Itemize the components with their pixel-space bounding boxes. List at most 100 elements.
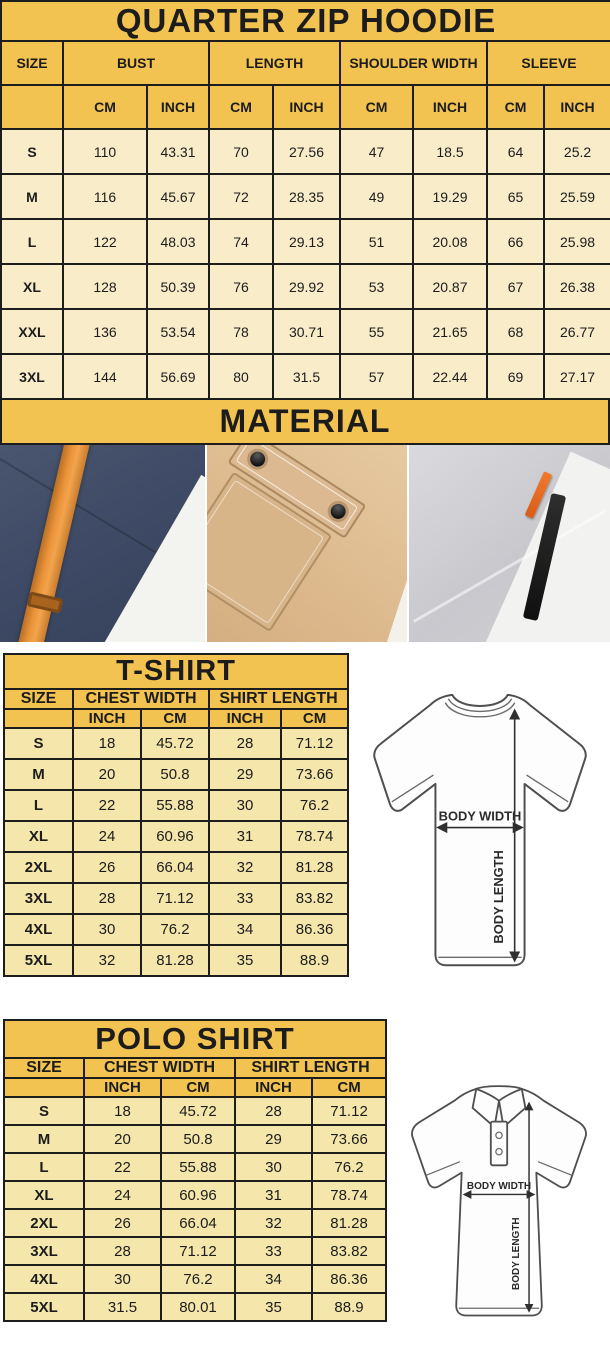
polo-size-row: 5XL 31.5 80.01 35 88.9 xyxy=(3,1292,388,1322)
size-label: M xyxy=(0,173,64,220)
tshirt-outline-drawing: BODY WIDTH BODY LENGTH xyxy=(372,693,587,967)
bust-cm: 136 xyxy=(62,308,148,355)
hoodie-table-title: QUARTER ZIP HOODIE xyxy=(0,0,610,42)
size-label: 4XL xyxy=(3,913,74,946)
size-label: 3XL xyxy=(0,353,64,400)
bust-inch: 48.03 xyxy=(146,218,210,265)
chest-cm: 76.2 xyxy=(160,1264,236,1294)
size-label: 4XL xyxy=(3,1264,85,1294)
bust-inch: 53.54 xyxy=(146,308,210,355)
sleeve-cm: 67 xyxy=(486,263,545,310)
chest-cm: 55.88 xyxy=(160,1152,236,1182)
photo-background-wedge xyxy=(86,474,205,642)
polo-table-title: POLO SHIRT xyxy=(2,1019,388,1059)
length-inch: 30 xyxy=(208,789,282,822)
hoodie-unit-blank xyxy=(0,84,64,130)
chest-inch: 22 xyxy=(72,789,142,822)
collar-rib-line xyxy=(447,698,512,713)
size-label: 2XL xyxy=(3,851,74,884)
hoodie-size-row: M 116 45.67 72 28.35 49 19.29 65 25.59 xyxy=(0,173,610,220)
size-label: XL xyxy=(3,1180,85,1210)
length-inch: 28 xyxy=(234,1096,313,1126)
polo-button xyxy=(494,1131,503,1140)
sleeve-inch: 26.38 xyxy=(542,263,610,310)
length-inch: 34 xyxy=(234,1264,313,1294)
bust-inch: 45.67 xyxy=(146,173,210,220)
length-inch: 31 xyxy=(234,1180,313,1210)
length-inch: 30.71 xyxy=(272,308,341,355)
length-cm: 83.82 xyxy=(279,882,350,915)
hoodie-size-row: 3XL 144 56.69 80 31.5 57 22.44 69 27.17 xyxy=(0,353,610,400)
polo-size-row: XL 24 60.96 31 78.74 xyxy=(3,1180,388,1210)
bust-cm: 122 xyxy=(62,218,148,265)
tshirt-unit-cm: CM xyxy=(279,708,350,729)
body-length-label: BODY LENGTH xyxy=(511,1217,522,1290)
chest-cm: 55.88 xyxy=(140,789,210,822)
tshirt-table-title: T-SHIRT xyxy=(2,653,350,690)
length-cm: 73.66 xyxy=(310,1124,388,1154)
chest-inch: 28 xyxy=(83,1236,162,1266)
tshirt-unit-inch: INCH xyxy=(72,708,142,729)
hoodie-col-shoulder-width: SHOULDER WIDTH xyxy=(339,40,488,86)
material-photo-khaki-pocket xyxy=(207,445,407,642)
length-inch: 28 xyxy=(208,727,282,760)
size-label: S xyxy=(3,727,74,760)
hoodie-size-row: XL 128 50.39 76 29.92 53 20.87 67 26.38 xyxy=(0,263,610,310)
size-label: M xyxy=(3,758,74,791)
hoodie-size-row: L 122 48.03 74 29.13 51 20.08 66 25.98 xyxy=(0,218,610,265)
polo-col-shirt-length: SHIRT LENGTH xyxy=(233,1057,388,1079)
polo-size-row: 4XL 30 76.2 34 86.36 xyxy=(3,1264,388,1294)
length-cm: 76 xyxy=(208,263,274,310)
tshirt-body-outline xyxy=(372,693,587,967)
length-inch: 29 xyxy=(234,1124,313,1154)
size-label: S xyxy=(0,128,64,175)
tshirt-col-shirt-length: SHIRT LENGTH xyxy=(207,688,350,710)
size-label: 5XL xyxy=(3,1292,85,1322)
shoulder-cm: 51 xyxy=(339,218,414,265)
chest-inch: 20 xyxy=(72,758,142,791)
length-inch: 32 xyxy=(208,851,282,884)
hoodie-unit-cm: CM xyxy=(486,84,545,130)
length-inch: 32 xyxy=(234,1208,313,1238)
hoodie-unit-inch: INCH xyxy=(412,84,488,130)
hoodie-size-row: XXL 136 53.54 78 30.71 55 21.65 68 26.77 xyxy=(0,308,610,355)
chest-inch: 32 xyxy=(72,944,142,977)
body-length-label: BODY LENGTH xyxy=(490,850,505,943)
polo-section: POLO SHIRT SIZE CHEST WIDTH SHIRT LENGTH… xyxy=(2,1019,610,1331)
chest-inch: 26 xyxy=(72,851,142,884)
chest-inch: 24 xyxy=(83,1180,162,1210)
size-label: XL xyxy=(3,820,74,853)
length-cm: 74 xyxy=(208,218,274,265)
size-label: M xyxy=(3,1124,85,1154)
material-photo-navy-strap xyxy=(0,445,205,642)
bust-inch: 43.31 xyxy=(146,128,210,175)
chest-inch: 26 xyxy=(83,1208,162,1238)
length-inch: 35 xyxy=(234,1292,313,1322)
chest-cm: 66.04 xyxy=(160,1208,236,1238)
length-cm: 78.74 xyxy=(279,820,350,853)
size-label: S xyxy=(3,1096,85,1126)
chest-cm: 66.04 xyxy=(140,851,210,884)
length-cm: 73.66 xyxy=(279,758,350,791)
chest-cm: 71.12 xyxy=(160,1236,236,1266)
chest-cm: 81.28 xyxy=(140,944,210,977)
length-inch: 33 xyxy=(208,882,282,915)
shoulder-cm: 55 xyxy=(339,308,414,355)
sleeve-cm: 68 xyxy=(486,308,545,355)
shoulder-inch: 22.44 xyxy=(412,353,488,400)
material-heading: MATERIAL xyxy=(0,400,610,445)
polo-diagram: BODY WIDTH BODY LENGTH xyxy=(387,1019,610,1331)
length-cm: 83.82 xyxy=(310,1236,388,1266)
hoodie-unit-inch: INCH xyxy=(272,84,341,130)
tshirt-size-row: XL 24 60.96 31 78.74 xyxy=(3,820,350,853)
tshirt-size-table: T-SHIRT SIZE CHEST WIDTH SHIRT LENGTH IN… xyxy=(2,653,350,977)
size-label: 3XL xyxy=(3,1236,85,1266)
polo-outline-drawing: BODY WIDTH BODY LENGTH xyxy=(410,1085,587,1317)
sleeve-inch: 25.59 xyxy=(542,173,610,220)
bust-cm: 116 xyxy=(62,173,148,220)
length-inch: 30 xyxy=(234,1152,313,1182)
size-label: L xyxy=(0,218,64,265)
chest-cm: 76.2 xyxy=(140,913,210,946)
bust-inch: 50.39 xyxy=(146,263,210,310)
tshirt-unit-cm: CM xyxy=(140,708,210,729)
